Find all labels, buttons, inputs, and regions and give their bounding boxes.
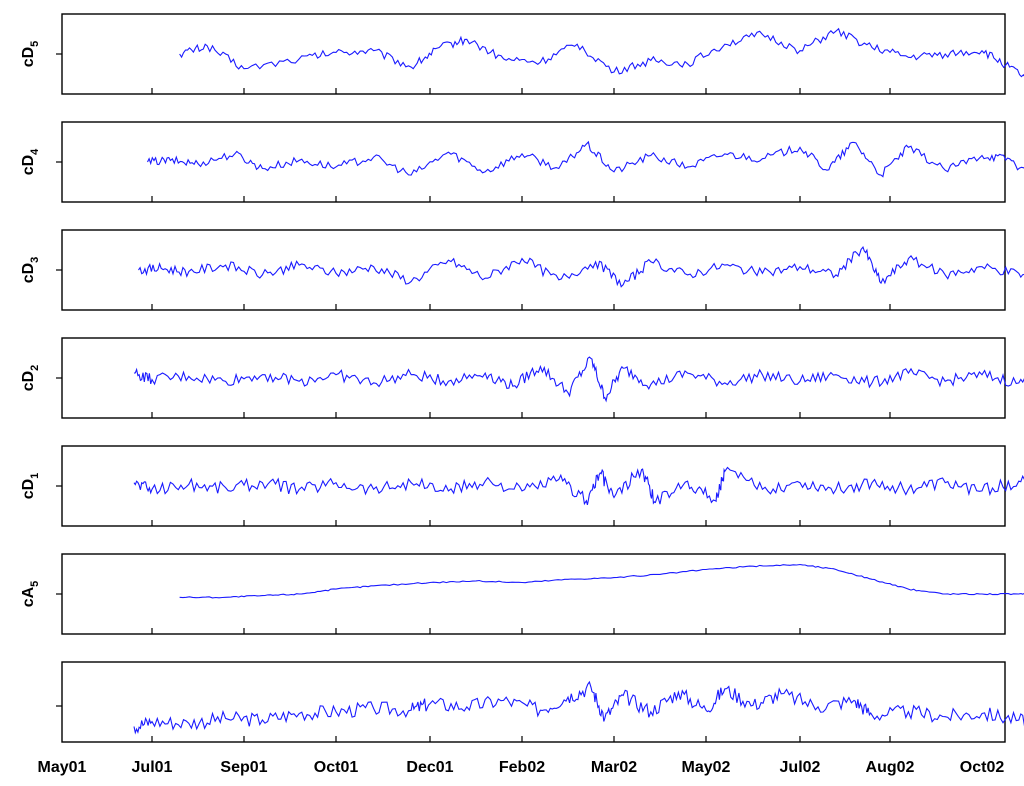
x-tick-label: Sep01: [220, 759, 267, 776]
x-tick-label: Oct02: [960, 759, 1005, 776]
panel-cA5: cA5: [20, 553, 1024, 635]
panel-cD3: cD3: [20, 229, 1024, 311]
panel-label-cD5: cD5: [20, 41, 41, 68]
panel-label-cA5: cA5: [20, 581, 41, 608]
series-line-cD2: [133, 356, 1024, 403]
panel-frame: [61, 13, 1006, 95]
series-line-cD3: [138, 245, 1024, 288]
panel-label-cD3: cD3: [20, 257, 41, 284]
panel-label-cD4: cD4: [20, 148, 41, 175]
x-tick-label: Aug02: [866, 759, 915, 776]
x-tick-label: May02: [682, 759, 731, 776]
series-line-cD1: [133, 466, 1024, 506]
panel-cD2: cD2: [20, 337, 1024, 419]
panel-frame: [61, 553, 1006, 635]
panel-signal: [56, 661, 1024, 743]
series-line-signal: [133, 680, 1024, 735]
x-tick-labels: May01 Jul01 Sep01 Oct01 Dec01 Feb02 Mar02 May02…: [38, 759, 1005, 776]
series-line-cD4: [147, 140, 1024, 178]
panel-label-cD2: cD2: [20, 365, 41, 392]
panel-label-cD1: cD1: [20, 473, 41, 500]
x-tick-label: Dec01: [406, 759, 453, 776]
panel-cD4: cD4: [20, 121, 1024, 203]
series-line-cD5: [179, 27, 1024, 78]
panel-cD5: cD5: [20, 13, 1024, 95]
x-tick-label: Mar02: [591, 759, 637, 776]
x-tick-label: Jul02: [780, 759, 821, 776]
x-tick-label: Feb02: [499, 759, 545, 776]
panel-cD1: cD1: [20, 445, 1024, 527]
x-tick-label: Jul01: [132, 759, 173, 776]
x-tick-label: Oct01: [314, 759, 359, 776]
x-tick-label: May01: [38, 759, 87, 776]
series-line-cA5: [179, 563, 1024, 599]
panel-frame: [61, 661, 1006, 743]
